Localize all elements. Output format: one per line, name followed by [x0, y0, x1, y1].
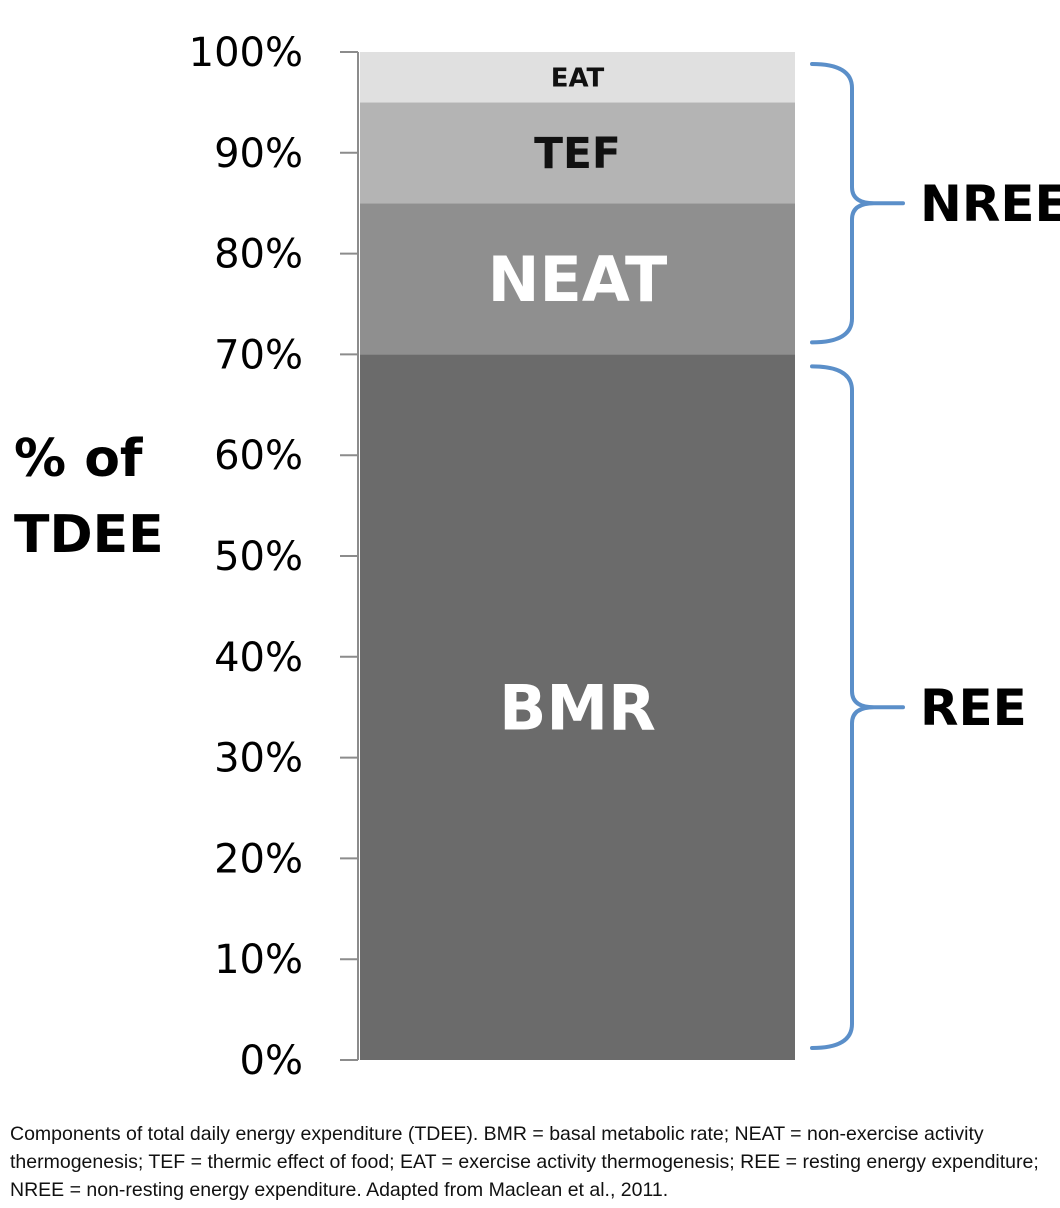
figure-caption: Components of total daily energy expendi…	[10, 1123, 1039, 1201]
bar-segment-neat	[360, 203, 795, 355]
segment-label-eat: EAT	[551, 64, 605, 94]
y-tick-label: 80%	[214, 232, 303, 278]
y-tick-label: 0%	[240, 1038, 303, 1084]
bar-segment-bmr	[360, 354, 795, 1060]
y-tick-label: 40%	[214, 635, 303, 681]
y-tick-label: 20%	[214, 836, 303, 882]
y-axis-label-line-2: TDEE	[14, 505, 164, 565]
brace-nree	[810, 62, 905, 345]
stacked-bar-chart: 0% 10% 20% 30% 40% 50% 60% 70% 80% 90% 100% BMR NEA…	[14, 30, 1060, 1084]
segment-label-tef: TEF	[534, 129, 621, 178]
bar-segment-tef	[360, 102, 795, 204]
y-axis-label-line-1: % of	[14, 429, 144, 489]
segment-label-bmr: BMR	[499, 672, 656, 745]
y-tick-label: 90%	[214, 131, 303, 177]
segment-label-neat: NEAT	[488, 243, 668, 316]
bar-segment-eat	[360, 52, 795, 103]
y-tick-label: 100%	[189, 30, 303, 76]
y-tick-label: 50%	[214, 534, 303, 580]
stacked-bar: BMR NEAT TEF EAT	[360, 52, 795, 1060]
y-tick-label: 60%	[214, 433, 303, 479]
brace-ree	[810, 364, 905, 1050]
brace-annotations: NREE REE	[810, 62, 1060, 1050]
y-tick-label: 10%	[214, 937, 303, 983]
y-tick-label: 30%	[214, 736, 303, 782]
brace-label-ree: REE	[920, 679, 1027, 737]
y-axis: 0% 10% 20% 30% 40% 50% 60% 70% 80% 90% 100%	[189, 30, 359, 1084]
brace-label-nree: NREE	[920, 175, 1060, 233]
y-tick-label: 70%	[214, 332, 303, 378]
